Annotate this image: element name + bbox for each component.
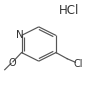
- Text: HCl: HCl: [59, 4, 80, 17]
- Text: Cl: Cl: [74, 59, 83, 69]
- Text: N: N: [16, 30, 24, 40]
- Text: O: O: [8, 58, 16, 68]
